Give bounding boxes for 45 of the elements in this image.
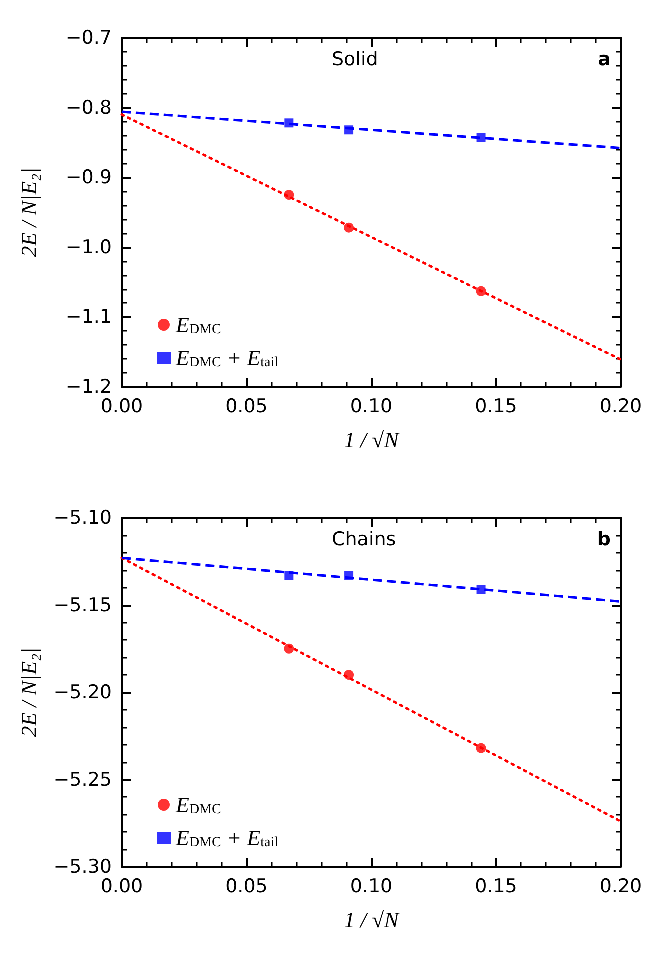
point: [284, 571, 294, 580]
point: [476, 286, 486, 296]
y-axis-title: 2E / N|E₂|: [16, 168, 42, 258]
x-tick-label: 0.20: [600, 876, 642, 898]
x-tick-label: 0.10: [350, 876, 393, 898]
x-axis-title: 1 / √N: [344, 428, 400, 452]
y-tick-label: −1.0: [66, 236, 112, 258]
point: [476, 133, 486, 142]
point: [476, 585, 486, 594]
x-tick-label: 0.20: [600, 396, 642, 418]
legend-label: EDMC: [175, 792, 222, 818]
point: [284, 644, 294, 654]
x-tick-label: 0.15: [475, 876, 518, 898]
y-axis-title: 2E / N|E₂|: [16, 648, 42, 738]
annotation: Solid: [332, 48, 378, 70]
point: [476, 743, 486, 754]
x-axis-title: 1 / √N: [344, 908, 400, 932]
y-tick-label: −0.8: [66, 96, 112, 119]
x-tick-label: 0.15: [475, 396, 518, 418]
y-tick-label: −5.10: [54, 507, 112, 529]
y-tick-label: −0.7: [66, 27, 112, 49]
legend-label: EDMC + Etail: [175, 826, 279, 850]
x-tick-label: 0.00: [100, 396, 144, 418]
y-tick-label: −0.9: [66, 166, 112, 189]
point: [344, 670, 354, 680]
point: [344, 126, 354, 135]
y-tick-label: −1.2: [66, 376, 112, 398]
legend-label: EDMC: [175, 312, 222, 338]
legend-label: EDMC + Etail: [175, 346, 279, 370]
y-tick-label: −5.25: [54, 768, 112, 791]
x-tick-label: 0.00: [100, 876, 144, 898]
x-tick-label: 0.05: [226, 876, 268, 898]
y-tick-label: −1.1: [66, 306, 112, 328]
y-tick-label: −5.15: [54, 594, 112, 616]
y-tick-label: −5.30: [54, 856, 112, 878]
point: [284, 190, 294, 200]
annotation: b: [597, 528, 612, 550]
y-tick-label: −5.20: [54, 682, 112, 704]
annotation: Chains: [332, 528, 396, 550]
point: [284, 118, 294, 128]
annotation: a: [598, 48, 612, 70]
point: [344, 222, 354, 233]
point: [344, 571, 354, 580]
x-tick-label: 0.05: [226, 396, 268, 418]
x-tick-label: 0.10: [350, 396, 393, 418]
